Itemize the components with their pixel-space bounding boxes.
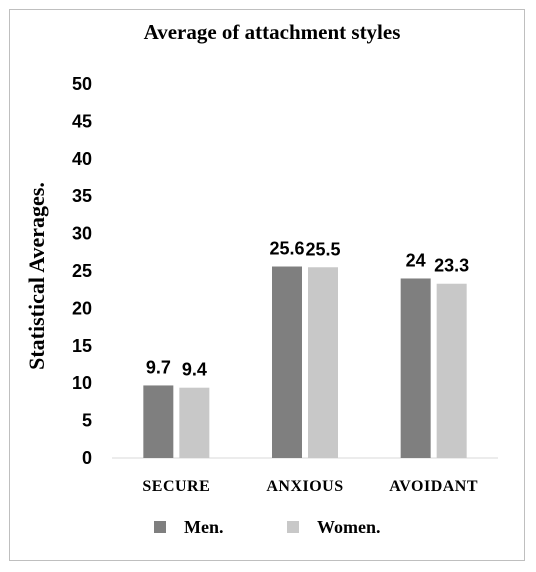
data-label: 9.7 [146, 357, 171, 377]
data-label: 24 [406, 250, 426, 270]
legend-swatch [287, 521, 299, 533]
y-tick-label: 35 [72, 186, 92, 206]
y-tick-label: 25 [72, 261, 92, 281]
legend-swatch [154, 521, 166, 533]
category-label: AVOIDANT [389, 478, 478, 495]
y-tick-label: 30 [72, 224, 92, 244]
y-tick-label: 45 [72, 111, 92, 131]
y-axis-ticks: 0 5 10 15 20 25 30 35 40 45 50 [72, 74, 92, 468]
category-label: ANXIOUS [266, 478, 343, 495]
chart-title: Average of attachment styles [144, 20, 401, 44]
y-tick-label: 40 [72, 149, 92, 169]
data-label: 9.4 [182, 360, 207, 380]
y-axis-label: Statistical Averages. [24, 182, 49, 370]
data-label: 23.3 [434, 256, 469, 276]
category-label: SECURE [142, 478, 210, 495]
data-label: 25.5 [305, 239, 340, 259]
bar-secure-women [179, 387, 210, 458]
y-tick-label: 50 [72, 74, 92, 94]
bar-avoidant-women [436, 283, 467, 458]
y-tick-label: 5 [82, 411, 92, 431]
bar-anxious-women [308, 267, 338, 458]
category-labels-group: SECURE ANXIOUS AVOIDANT [142, 478, 478, 495]
data-labels-group: 9.7 9.4 25.6 25.5 24 23.3 [146, 239, 469, 380]
legend-label: Men. [184, 517, 224, 537]
legend: Men. Women. [154, 517, 381, 537]
y-tick-label: 15 [72, 336, 92, 356]
bars-group [143, 266, 467, 458]
bar-avoidant-men [400, 278, 431, 458]
data-label: 25.6 [269, 239, 304, 259]
legend-label: Women. [317, 517, 381, 537]
y-tick-label: 10 [72, 373, 92, 393]
y-tick-label: 0 [82, 448, 92, 468]
y-tick-label: 20 [72, 298, 92, 318]
bar-secure-men [143, 385, 174, 458]
bar-anxious-men [272, 266, 302, 458]
